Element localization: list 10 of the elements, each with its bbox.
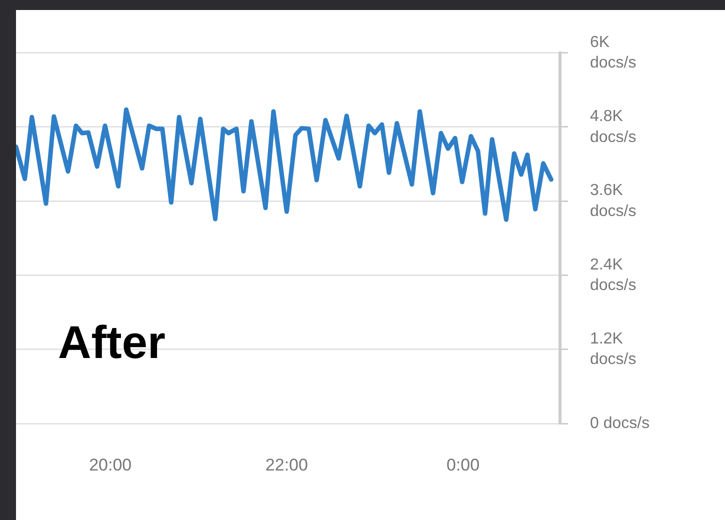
y-tick-label: 3.6K docs/s [590, 182, 636, 220]
y-tick-label: 0 docs/s [590, 415, 650, 432]
x-tick-label: 0:00 [446, 455, 480, 474]
y-tick-label: 1.2K docs/s [590, 330, 636, 368]
y-tick-label: 2.4K docs/s [590, 256, 636, 294]
x-tick-label: 20:00 [89, 455, 132, 474]
annotation: After [58, 315, 166, 369]
y-tick-label: 4.8K docs/s [590, 108, 636, 146]
y-tick-label: 6K docs/s [590, 34, 636, 72]
x-tick-label: 22:00 [265, 455, 308, 474]
